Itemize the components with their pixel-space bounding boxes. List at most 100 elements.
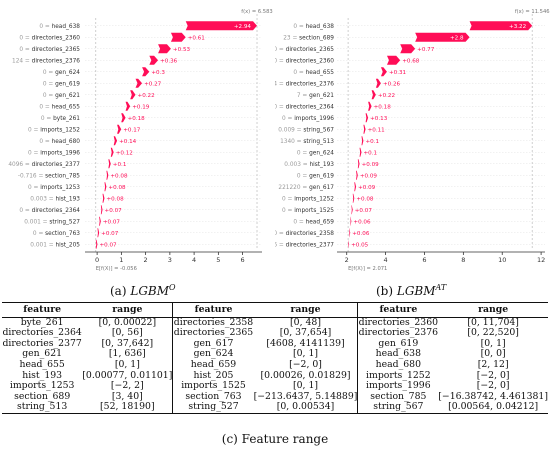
feature-value: 0 — [275, 58, 277, 64]
range-cell: [0, 48] — [290, 316, 321, 328]
feature-cell: imports_1253 — [9, 380, 75, 392]
feature-name: imports_1525 — [294, 208, 334, 214]
feature-name: directories_2376 — [286, 81, 335, 87]
shap-bar — [108, 159, 111, 169]
feature-cell: directories_2377 — [2, 337, 82, 349]
equals-sign: = — [47, 70, 56, 76]
contribution-label: +0.09 — [362, 162, 380, 168]
feature-name: gen_624 — [55, 70, 80, 76]
shap-bar — [97, 228, 100, 238]
contribution-label: +0.22 — [138, 93, 155, 99]
feature-name: directories_2360 — [32, 35, 81, 41]
range-cell: [0, 37,654] — [279, 327, 332, 339]
shap-bar — [135, 78, 143, 88]
x-tick-label: 12 — [537, 256, 545, 264]
shap-bar — [469, 21, 533, 31]
range-cell: [0, 0] — [480, 348, 506, 360]
range-cell: [−16.38742, 4.461381] — [438, 390, 548, 402]
equals-sign: = — [23, 58, 32, 64]
equals-sign: = — [45, 116, 54, 122]
range-cell: [3, 40] — [111, 390, 143, 402]
contribution-label: +0.77 — [417, 47, 435, 53]
range-cell: [0, 1] — [480, 337, 506, 349]
range-cell: [0, 11,704] — [467, 316, 519, 328]
feature-name: imports_1253 — [40, 185, 80, 191]
feature-name: directories_2358 — [286, 231, 335, 237]
header-feature: feature — [23, 304, 62, 315]
equals-sign: = — [43, 24, 52, 30]
equals-sign: = — [286, 196, 295, 202]
contribution-label: +0.07 — [101, 231, 119, 237]
range-cell: [1, 636] — [108, 348, 146, 360]
contribution-label: +0.36 — [160, 59, 178, 65]
shap-bar — [415, 32, 470, 42]
feature-name: head_680 — [52, 139, 81, 145]
feature-label: 0 = head_655 — [293, 70, 334, 76]
feature-value: 0 — [43, 70, 47, 76]
range-cell: [−2, 0] — [289, 358, 322, 370]
feature-value: 124 — [12, 58, 23, 64]
feature-label: 0.001 = string_527 — [24, 219, 80, 225]
caption-a-sup: O — [169, 283, 176, 292]
contribution-label: +0.06 — [353, 220, 371, 226]
table-row: hist_193 [0.00077, 0.01101] hist_205 [0.000… — [2, 370, 548, 382]
shap-bar — [352, 193, 355, 203]
feature-label: 0 = gen_619 — [297, 173, 334, 179]
feature-label: 0.009 = string_567 — [278, 127, 334, 133]
contribution-label: +0.05 — [351, 243, 369, 249]
shap-bar — [375, 78, 381, 88]
shap-bar — [170, 32, 186, 42]
table-row: gen_621 [1, 636] gen_624 [0, 1] head_638 [0, … — [2, 349, 548, 360]
x-tick-label: 2 — [144, 256, 148, 264]
equals-sign: = — [301, 150, 310, 156]
feature-label: 1340 = string_513 — [280, 139, 334, 145]
feature-cell: imports_1525 — [172, 381, 254, 392]
feature-cell: head_655 — [19, 358, 65, 370]
header-range: range — [112, 304, 143, 315]
range-cell: [0, 1] — [293, 348, 318, 360]
caption-b-model: LGBM — [396, 284, 436, 298]
contribution-label: +0.19 — [132, 105, 150, 111]
range-cell: [−213.6437, 5.14889] — [253, 390, 358, 402]
feature-name: string_567 — [303, 127, 334, 133]
contribution-label: +0.68 — [402, 59, 420, 65]
feature-cell: imports_1252 — [357, 370, 439, 382]
equals-sign: = — [301, 173, 310, 179]
header-feature: feature — [357, 302, 439, 318]
feature-name: section_785 — [45, 173, 80, 179]
feature-name: section_689 — [299, 35, 334, 41]
range-cell: [52, 18190] — [100, 401, 155, 413]
shap-bar — [99, 216, 101, 226]
feature-value: 0 — [275, 47, 277, 53]
feature-value: 7 — [297, 93, 301, 99]
feature-cell: string_513 — [17, 401, 68, 413]
range-cell: [−2, 2] — [110, 380, 144, 392]
feature-value: 4096 — [8, 162, 23, 168]
feature-name: directories_2360 — [286, 58, 335, 64]
waterfall-chart-b: +3.22 0 = head_638 +2.8 23 = section_689 +0.… — [275, 9, 550, 272]
contribution-label: +0.18 — [128, 116, 146, 122]
feature-label: 0 = directories_2360 — [275, 58, 334, 64]
feature-name: gen_624 — [309, 150, 334, 156]
shap-bar — [359, 147, 362, 157]
feature-label: 0 = gen_624 — [297, 150, 334, 156]
equals-sign: = — [277, 242, 286, 248]
equals-sign: = — [277, 47, 286, 53]
feature-value: 0.001 — [24, 219, 41, 225]
range-cell: [−2, 0] — [476, 380, 510, 392]
shap-bar — [363, 124, 366, 134]
contribution-label: +0.53 — [173, 47, 191, 53]
feature-cell: section_689 — [14, 390, 71, 402]
contribution-label: +2.94 — [234, 24, 252, 30]
feature-value: 0 — [28, 150, 32, 156]
feature-label: 0 = directories_2360 — [19, 35, 80, 41]
prediction-label: f(x) = 6.583 — [241, 9, 272, 15]
feature-cell: head_680 — [357, 359, 439, 371]
feature-value: 0 — [293, 70, 297, 76]
feature-label: 0.003 = hist_193 — [284, 162, 334, 168]
feature-value: 0.009 — [278, 127, 295, 133]
feature-label: 0 = section_763 — [33, 231, 80, 237]
feature-value: 1340 — [280, 139, 295, 145]
contribution-label: +0.1 — [364, 151, 378, 157]
feature-label: 0.001 = hist_205 — [30, 242, 80, 248]
